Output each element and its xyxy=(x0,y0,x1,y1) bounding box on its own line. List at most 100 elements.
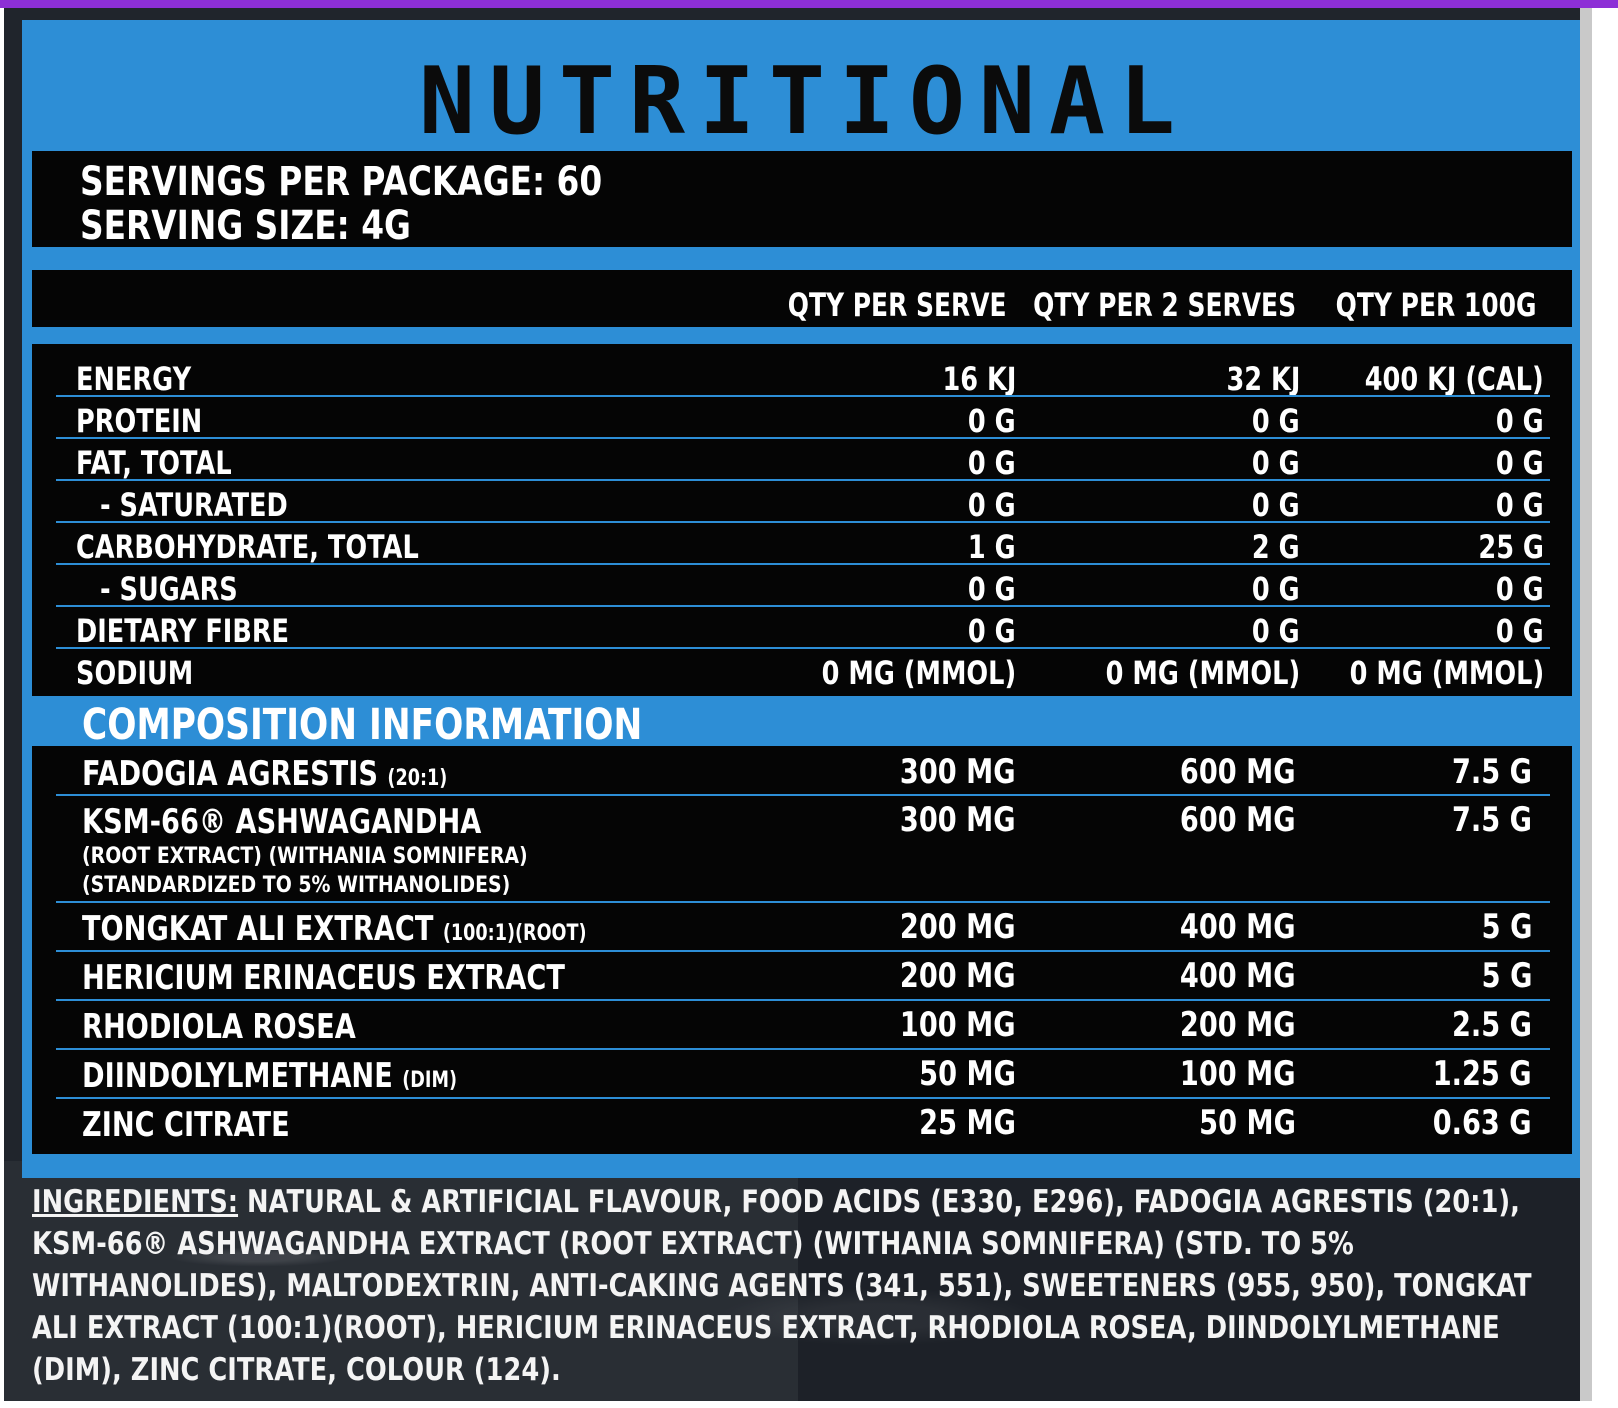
table-row: - SUGARS 0 G 0 G 0 G xyxy=(56,566,1566,608)
nutrient-name: CARBOHYDRATE, TOTAL xyxy=(76,528,419,566)
table-row: DIETARY FIBRE 0 G 0 G 0 G xyxy=(56,608,1566,650)
qty-per-100g: 5 G xyxy=(1481,907,1532,947)
nutrient-name: DIETARY FIBRE xyxy=(76,612,290,650)
column-header-row: QTY PER SERVE QTY PER 2 SERVES QTY PER 1… xyxy=(32,270,1572,327)
qty-per-serve: 1 G xyxy=(968,528,1016,566)
qty-per-two-serves: 600 MG xyxy=(1180,752,1296,792)
servings-box: SERVINGS PER PACKAGE: 60 SERVING SIZE: 4… xyxy=(32,151,1572,249)
qty-per-100g: 400 KJ (CAL) xyxy=(1365,360,1544,398)
row-divider xyxy=(56,1097,1550,1099)
row-divider xyxy=(56,1048,1550,1050)
table-row: TONGKAT ALI EXTRACT (100:1)(ROOT) 200 MG… xyxy=(56,903,1566,952)
ingredient-subtext: (STANDARDIZED TO 5% WITHANOLIDES) xyxy=(82,873,511,898)
table-row: KSM-66® ASHWAGANDHA (ROOT EXTRACT) (WITH… xyxy=(56,796,1566,903)
ingredient-name: KSM-66® ASHWAGANDHA xyxy=(82,802,482,842)
row-divider xyxy=(56,605,1550,607)
table-row: ZINC CITRATE 25 MG 50 MG 0.63 G xyxy=(56,1099,1566,1148)
ingredient-name: TONGKAT ALI EXTRACT (100:1)(ROOT) xyxy=(82,909,587,949)
ingredient-name: FADOGIA AGRESTIS (20:1) xyxy=(82,754,448,794)
qty-per-serve: 0 MG (MMOL) xyxy=(821,654,1016,692)
qty-per-serve: 0 G xyxy=(968,570,1016,608)
qty-per-serve: 200 MG xyxy=(900,956,1016,996)
row-divider xyxy=(56,563,1550,565)
qty-per-two-serves: 0 MG (MMOL) xyxy=(1105,654,1300,692)
top-accent-line xyxy=(0,0,1618,8)
ingredients-label: INGREDIENTS: xyxy=(32,1184,239,1220)
qty-per-two-serves: 32 KJ xyxy=(1226,360,1300,398)
background-texture xyxy=(4,1161,1592,1401)
nutrient-name: SODIUM xyxy=(76,654,194,692)
qty-per-serve: 0 G xyxy=(968,612,1016,650)
qty-per-100g: 0 G xyxy=(1496,444,1544,482)
composition-title: COMPOSITION INFORMATION xyxy=(82,700,643,750)
column-header-100g: QTY PER 100G xyxy=(1335,286,1536,324)
nutrition-label: NUTRITIONAL INFORMATION SERVINGS PER PAC… xyxy=(22,20,1586,1178)
qty-per-two-serves: 600 MG xyxy=(1180,800,1296,840)
qty-per-100g: 7.5 G xyxy=(1452,800,1532,840)
nutrition-table: ENERGY 16 KJ 32 KJ 400 KJ (CAL) PROTEIN … xyxy=(32,344,1572,696)
qty-per-serve: 300 MG xyxy=(900,752,1016,792)
row-divider xyxy=(56,395,1550,397)
qty-per-serve: 100 MG xyxy=(900,1005,1016,1045)
ingredient-name: RHODIOLA ROSEA xyxy=(82,1007,356,1047)
table-row: FAT, TOTAL 0 G 0 G 0 G xyxy=(56,440,1566,482)
row-divider xyxy=(56,521,1550,523)
qty-per-100g: 7.5 G xyxy=(1452,752,1532,792)
ingredient-name: HERICIUM ERINACEUS EXTRACT xyxy=(82,958,565,998)
qty-per-two-serves: 400 MG xyxy=(1180,907,1296,947)
row-divider xyxy=(56,794,1550,796)
qty-per-100g: 0 G xyxy=(1496,612,1544,650)
ingredient-name: DIINDOLYLMETHANE (DIM) xyxy=(82,1056,458,1096)
qty-per-serve: 0 G xyxy=(968,402,1016,440)
serving-size: SERVING SIZE: 4G xyxy=(80,203,411,249)
nutrition-panel: NUTRITIONAL INFORMATION SERVINGS PER PAC… xyxy=(4,8,1592,1401)
qty-per-100g: 0 G xyxy=(1496,402,1544,440)
ingredient-name: ZINC CITRATE xyxy=(82,1105,290,1145)
servings-per-package: SERVINGS PER PACKAGE: 60 xyxy=(80,159,603,205)
table-row: DIINDOLYLMETHANE (DIM) 50 MG 100 MG 1.25… xyxy=(56,1050,1566,1099)
ingredient-subtext: (ROOT EXTRACT) (WITHANIA SOMNIFERA) xyxy=(82,844,528,869)
qty-per-two-serves: 2 G xyxy=(1252,528,1300,566)
nutrient-name: - SUGARS xyxy=(100,570,238,608)
nutrient-name: - SATURATED xyxy=(100,486,288,524)
qty-per-100g: 2.5 G xyxy=(1452,1005,1532,1045)
column-header-serve: QTY PER SERVE xyxy=(788,286,1007,324)
qty-per-serve: 200 MG xyxy=(900,907,1016,947)
ingredients-list: NATURAL & ARTIFICIAL FLAVOUR, FOOD ACIDS… xyxy=(32,1184,1532,1388)
table-row: RHODIOLA ROSEA 100 MG 200 MG 2.5 G xyxy=(56,1001,1566,1050)
table-row: HERICIUM ERINACEUS EXTRACT 200 MG 400 MG… xyxy=(56,952,1566,1001)
table-row: - SATURATED 0 G 0 G 0 G xyxy=(56,482,1566,524)
qty-per-two-serves: 0 G xyxy=(1252,570,1300,608)
composition-table: FADOGIA AGRESTIS (20:1) 300 MG 600 MG 7.… xyxy=(32,746,1572,1154)
qty-per-100g: 0 G xyxy=(1496,570,1544,608)
qty-per-two-serves: 400 MG xyxy=(1180,956,1296,996)
qty-per-two-serves: 100 MG xyxy=(1180,1054,1296,1094)
page-edge xyxy=(1580,8,1592,1401)
nutrient-name: FAT, TOTAL xyxy=(76,444,232,482)
qty-per-100g: 1.25 G xyxy=(1433,1054,1532,1094)
qty-per-two-serves: 0 G xyxy=(1252,486,1300,524)
row-divider xyxy=(56,437,1550,439)
row-divider xyxy=(56,479,1550,481)
row-divider xyxy=(56,647,1550,649)
qty-per-two-serves: 200 MG xyxy=(1180,1005,1296,1045)
qty-per-two-serves: 0 G xyxy=(1252,612,1300,650)
table-row: CARBOHYDRATE, TOTAL 1 G 2 G 25 G xyxy=(56,524,1566,566)
qty-per-serve: 25 MG xyxy=(919,1103,1016,1143)
ingredients-text: INGREDIENTS: NATURAL & ARTIFICIAL FLAVOU… xyxy=(32,1181,1568,1391)
table-row: ENERGY 16 KJ 32 KJ 400 KJ (CAL) xyxy=(56,356,1566,398)
qty-per-100g: 0.63 G xyxy=(1433,1103,1532,1143)
qty-per-serve: 50 MG xyxy=(919,1054,1016,1094)
qty-per-100g: 0 G xyxy=(1496,486,1544,524)
row-divider xyxy=(56,999,1550,1001)
column-header-two-serves: QTY PER 2 SERVES xyxy=(1033,286,1296,324)
qty-per-two-serves: 0 G xyxy=(1252,444,1300,482)
qty-per-serve: 0 G xyxy=(968,486,1016,524)
qty-per-serve: 16 KJ xyxy=(942,360,1016,398)
qty-per-100g: 25 G xyxy=(1478,528,1544,566)
qty-per-two-serves: 50 MG xyxy=(1199,1103,1296,1143)
qty-per-100g: 0 MG (MMOL) xyxy=(1349,654,1544,692)
table-row: PROTEIN 0 G 0 G 0 G xyxy=(56,398,1566,440)
nutrient-name: ENERGY xyxy=(76,360,192,398)
table-row: FADOGIA AGRESTIS (20:1) 300 MG 600 MG 7.… xyxy=(56,748,1566,796)
